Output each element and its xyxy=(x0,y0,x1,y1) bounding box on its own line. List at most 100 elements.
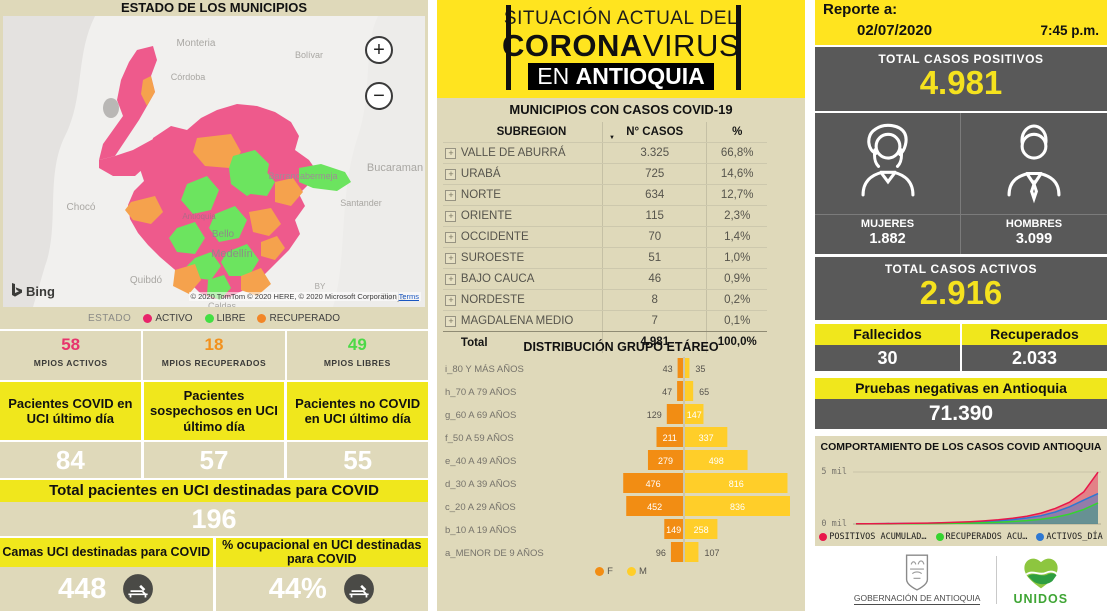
uci-sospechosos-value: 57 xyxy=(143,442,285,478)
hombres-value: 3.099 xyxy=(1015,231,1053,247)
casos-value: 3.325 xyxy=(602,143,706,163)
casos-value: 725 xyxy=(602,164,706,184)
pyramid-bar-m xyxy=(685,404,704,424)
total-casos: 4.981 xyxy=(602,332,706,353)
pyramid-bar-f xyxy=(670,542,683,562)
pyramid-bar-f xyxy=(677,358,683,378)
uci-card-values: 84 57 55 xyxy=(0,442,428,478)
ocupacional-uci-header: % ocupacional en UCI destinadas para COV… xyxy=(215,538,428,567)
header-subregion: SUBREGION xyxy=(496,126,567,138)
camas-uci-value: 448 xyxy=(58,572,107,605)
expand-icon[interactable]: + xyxy=(445,190,457,201)
stat-value: 58 xyxy=(61,335,81,354)
expand-icon[interactable]: + xyxy=(445,316,457,327)
uci-covid-header: Pacientes COVID en UCI último día xyxy=(0,382,141,440)
legend-item-recuperado: RECUPERADO xyxy=(257,313,340,324)
stat-mpios-activos: 58 MPIOS ACTIVOS xyxy=(0,331,142,380)
table-row[interactable]: + ORIENTE 115 2,3% xyxy=(443,205,767,226)
report-label: Reporte a: xyxy=(823,1,898,18)
ocupacional-uci-cell: 44% xyxy=(215,567,428,611)
panel-title: ESTADO DE LOS MUNICIPIOS xyxy=(0,0,428,16)
expand-icon[interactable]: + xyxy=(445,148,457,159)
unidos-heart-icon xyxy=(1024,558,1058,588)
expand-icon[interactable]: + xyxy=(445,211,457,222)
map-zoom-in-button[interactable]: + xyxy=(365,36,393,64)
hospital-bed-icon xyxy=(343,574,374,604)
pct-value: 1,4% xyxy=(706,227,767,247)
map-zoom-out-button[interactable]: − xyxy=(365,82,393,110)
hombres-cell: HOMBRES 3.099 xyxy=(961,113,1107,254)
gobernacion-logo: GOBERNACIÓN DE ANTIOQUIA xyxy=(853,554,981,605)
map-place-label: Bello xyxy=(212,229,235,240)
table-row[interactable]: + NORTE 634 12,7% xyxy=(443,184,767,205)
m-dot-icon xyxy=(626,567,636,576)
map-place-label: Bucaraman xyxy=(367,162,423,174)
trend-legend-item: POSITIVOS ACUMULAD… xyxy=(819,532,927,542)
map-place-label: Chocó xyxy=(67,202,96,213)
mujeres-cell: MUJERES 1.882 xyxy=(815,113,961,254)
gobernacion-label: GOBERNACIÓN DE ANTIOQUIA xyxy=(853,593,981,605)
map-place-label: Antioquia xyxy=(182,212,216,221)
pyramid-bar-m xyxy=(685,450,748,470)
expand-icon[interactable]: + xyxy=(445,274,457,285)
table-row[interactable]: + MAGDALENA MEDIO 7 0,1% xyxy=(443,310,767,331)
pyramid-category-label: c_20 A 29 AÑOS xyxy=(445,502,516,513)
pyramid-value-m: 107 xyxy=(704,548,719,558)
pct-value: 2,3% xyxy=(706,206,767,226)
trend-legend: POSITIVOS ACUMULAD… RECUPERADOS ACU… ACTIV… xyxy=(815,532,1107,542)
footer-divider xyxy=(996,555,998,604)
pyramid-bar-m xyxy=(685,542,699,562)
banner-line1: SITUACIÓN ACTUAL DEL xyxy=(503,7,739,29)
outcomes-values: 30 2.033 xyxy=(815,345,1107,371)
header-pct[interactable]: % xyxy=(706,122,767,142)
stat-label: MPIOS LIBRES xyxy=(323,358,391,368)
pyramid-value-m: 498 xyxy=(709,456,724,466)
camas-uci-header: Camas UCI destinadas para COVID xyxy=(0,538,213,567)
gender-divider xyxy=(815,214,960,215)
map-place-label: Santander xyxy=(340,198,382,208)
pyramid-value-f: 129 xyxy=(647,410,662,420)
table-row[interactable]: + NORDESTE 8 0,2% xyxy=(443,289,767,310)
fallecidos-header: Fallecidos xyxy=(815,324,960,345)
y-axis-tick-0mil: 0 mil xyxy=(821,519,847,529)
subregion-name: NORTE xyxy=(460,189,501,201)
gobernacion-crest-icon xyxy=(906,554,929,591)
series-dot-icon xyxy=(819,533,828,541)
table-row[interactable]: + BAJO CAUCA 46 0,9% xyxy=(443,268,767,289)
series-dot-icon xyxy=(935,533,944,541)
pyramid-category-label: e_40 A 49 AÑOS xyxy=(445,456,516,467)
table-row[interactable]: + VALLE DE ABURRÁ 3.325 66,8% xyxy=(443,142,767,163)
pyramid-legend-label: M xyxy=(638,566,647,577)
pyramid-category-label: h_70 A 79 AÑOS xyxy=(445,387,516,398)
table-row[interactable]: + URABÁ 725 14,6% xyxy=(443,163,767,184)
expand-icon[interactable]: + xyxy=(445,232,457,243)
expand-icon[interactable]: + xyxy=(445,253,457,264)
hombres-label: HOMBRES xyxy=(1005,218,1063,230)
pyramid-value-f: 47 xyxy=(662,387,672,397)
recuperados-header: Recuperados xyxy=(962,324,1107,345)
header-num-casos[interactable]: N° CASOS ▼ xyxy=(602,122,706,142)
banner-line2: CORONAVIRUS xyxy=(501,27,741,63)
table-row[interactable]: + OCCIDENTE 70 1,4% xyxy=(443,226,767,247)
total-activos-block: TOTAL CASOS ACTIVOS 2.916 xyxy=(815,257,1107,320)
gender-block: MUJERES 1.882 HOMBRES 3.099 xyxy=(815,113,1107,254)
antioquia-map[interactable]: Monteria Bolívar Córdoba Barrancabermeja Buc… xyxy=(3,16,425,307)
total-activos-value: 2.916 xyxy=(919,274,1003,311)
map-label-caldas: Caldas xyxy=(208,301,237,307)
stat-value: 18 xyxy=(204,335,224,354)
expand-icon[interactable]: + xyxy=(445,169,457,180)
antioquia-map-shapes: Monteria Bolívar Córdoba Barrancabermeja Buc… xyxy=(3,16,425,307)
pct-value: 0,2% xyxy=(706,290,767,310)
man-icon xyxy=(996,113,1072,214)
uci-no-covid-header: Pacientes no COVID en UCI último día xyxy=(287,382,428,440)
map-terms-link[interactable]: Terms xyxy=(398,292,419,301)
age-pyramid-chart: i_80 Y MÁS AÑOS 43 35 h_70 A 79 AÑOS 47 65 g_6… xyxy=(445,357,790,562)
total-label: Total xyxy=(460,336,488,349)
expand-cell: + xyxy=(443,168,459,180)
table-row[interactable]: + SUROESTE 51 1,0% xyxy=(443,247,767,268)
expand-icon[interactable]: + xyxy=(445,295,457,306)
camas-uci-cell: 448 xyxy=(0,567,213,611)
pyramid-value-f: 452 xyxy=(647,502,662,512)
pyramid-category-label: b_10 A 19 AÑOS xyxy=(445,525,516,536)
